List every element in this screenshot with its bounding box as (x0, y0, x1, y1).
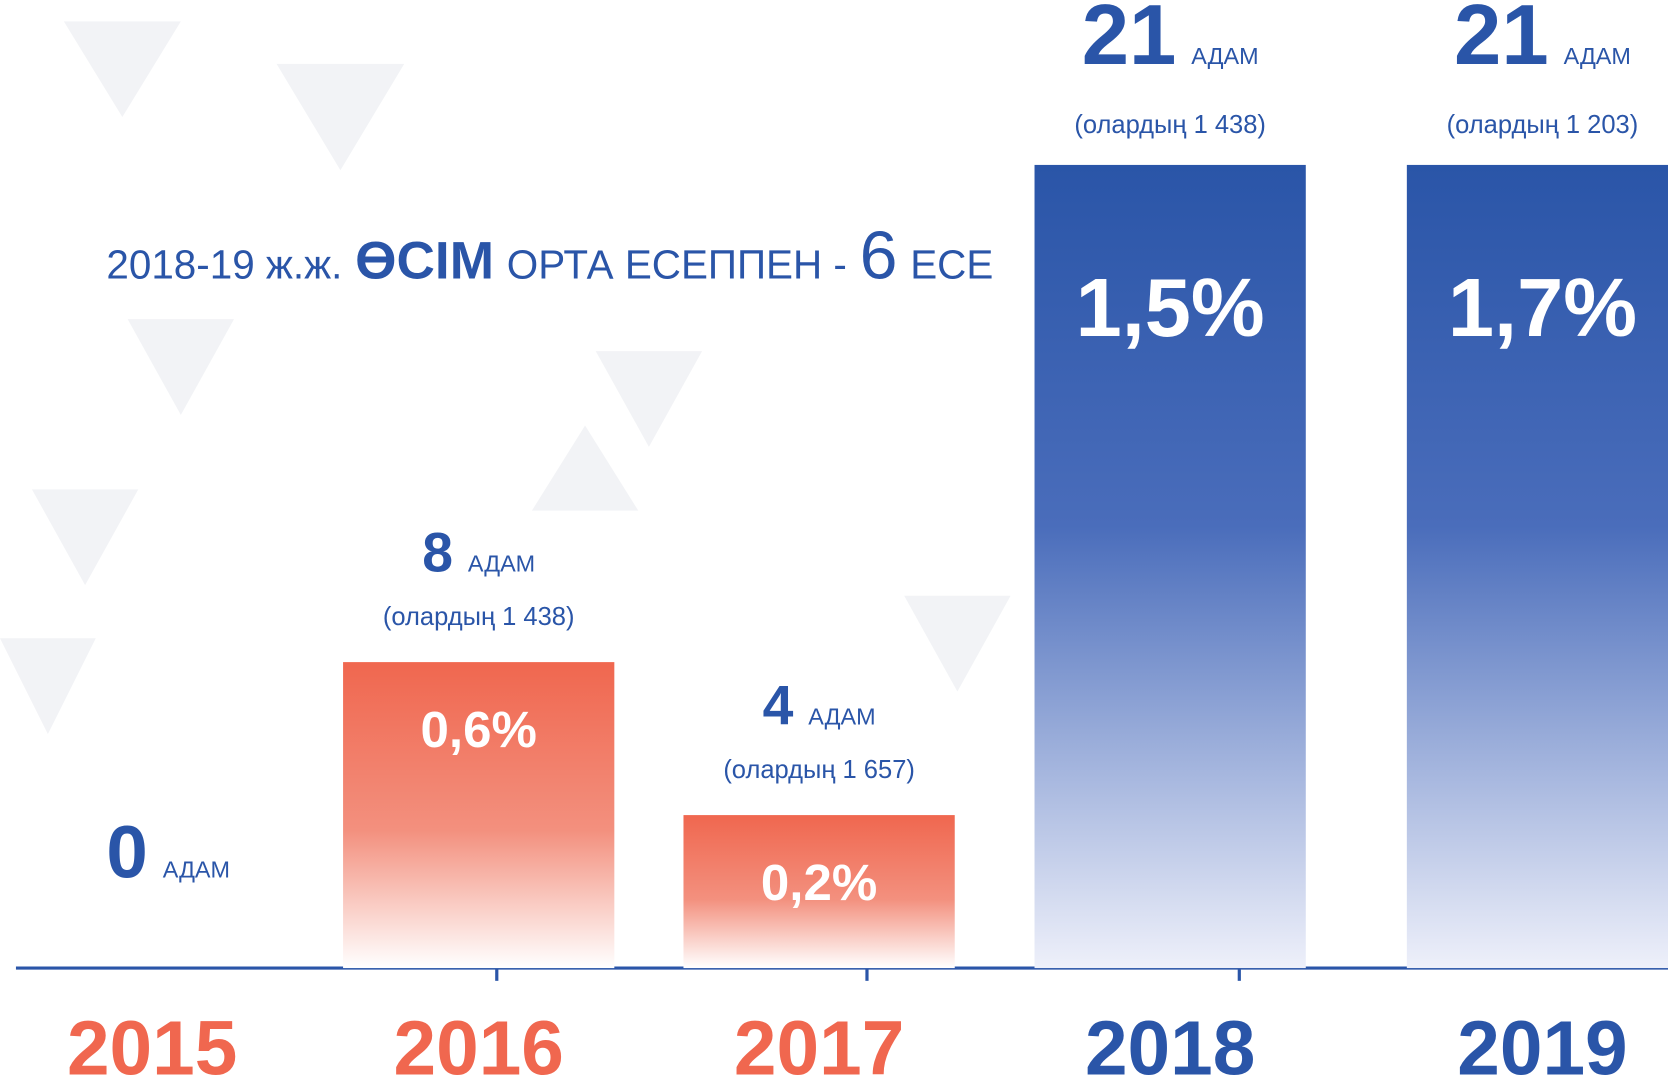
percent-label: 0,2% (761, 854, 877, 911)
note-label: (олардың 1 438) (383, 603, 575, 631)
note-label: (олардың 1 203) (1447, 111, 1639, 139)
headline-part: 2018-19 ж.ж. (106, 242, 342, 288)
headline-part: ӨСІМ (355, 232, 494, 291)
people-count: 21 (1454, 0, 1549, 83)
bar (683, 815, 955, 969)
background-pattern (0, 21, 1011, 735)
people-count: 21 (1082, 0, 1177, 83)
unit-label: АДАМ (468, 551, 535, 577)
headline-part: ЕСЕ (910, 242, 993, 288)
bar (343, 662, 615, 969)
note-label: (олардың 1 657) (723, 756, 915, 784)
percent-label: 0,6% (421, 701, 537, 758)
unit-label: АДАМ (808, 704, 875, 730)
unit-label: АДАМ (1564, 43, 1631, 69)
bar (1034, 164, 1306, 969)
bar (1406, 164, 1668, 969)
x-tick-label: 2018 (1085, 1006, 1255, 1083)
x-tick-label: 2015 (67, 1006, 237, 1083)
people-count: 8 (422, 522, 453, 584)
percent-label: 1,5% (1076, 261, 1265, 354)
x-tick-label: 2016 (394, 1006, 564, 1083)
people-count: 4 (763, 675, 794, 737)
headline-part: ОРТА ЕСЕППЕН - (507, 242, 847, 288)
x-tick-label: 2017 (734, 1006, 904, 1083)
value-label: 21 АДАМ (1454, 0, 1631, 83)
headline-part: 6 (860, 218, 898, 294)
unit-label: АДАМ (163, 857, 230, 883)
x-tick-label: 2019 (1457, 1006, 1627, 1083)
value-label: 21 АДАМ (1082, 0, 1259, 83)
people-count: 0 (106, 811, 147, 894)
unit-label: АДАМ (1191, 43, 1258, 69)
headline: 2018-19 ж.ж. ӨСІМ ОРТА ЕСЕППЕН - 6 ЕСЕ (106, 218, 993, 294)
percent-label: 1,7% (1448, 261, 1637, 354)
value-label: 0 АДАМ (106, 811, 230, 894)
value-label: 4 АДАМ (763, 675, 876, 737)
note-label: (олардың 1 438) (1074, 111, 1266, 139)
value-label: 8 АДАМ (422, 522, 535, 584)
